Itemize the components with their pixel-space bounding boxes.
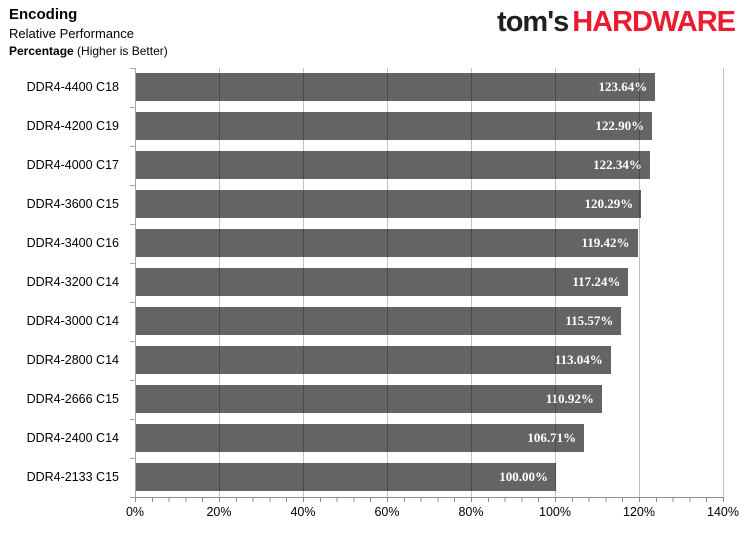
bar-value-label: 100.00% [499, 469, 548, 484]
bar-row: 106.71% [136, 419, 724, 458]
x-axis-tick-label: 100% [539, 505, 571, 519]
bar: 120.29% [136, 190, 642, 218]
x-axis-tick-label: 80% [458, 505, 484, 519]
bar-value-label: 113.04% [554, 352, 603, 367]
category-label: DDR4-2400 C14 [26, 431, 119, 445]
bar: 106.71% [136, 424, 585, 452]
logo-toms-text: tom's [497, 6, 569, 38]
chart-metric-line: Percentage (Higher is Better) [9, 43, 168, 59]
category-label: DDR4-3000 C14 [26, 314, 119, 328]
bar-value-label: 122.90% [595, 118, 645, 133]
x-axis-tick-label: 140% [707, 505, 739, 519]
category-label: DDR4-3600 C15 [26, 197, 119, 211]
bar: 122.34% [136, 151, 650, 179]
x-axis-minor-ticks [135, 498, 724, 502]
bar-row: 113.04% [136, 341, 724, 380]
category-axis-labels: DDR4-4400 C18 DDR4-4200 C19 DDR4-4000 C17 D… [0, 68, 127, 497]
chart-header: Encoding Relative Performance Percentage… [9, 5, 168, 59]
category-label: DDR4-2666 C15 [26, 392, 119, 406]
chart-title: Encoding [9, 6, 78, 23]
x-axis-tick-label: 0% [125, 505, 145, 519]
bar-value-label: 123.64% [598, 79, 648, 94]
gridline [470, 68, 472, 497]
bar-row: 110.92% [136, 380, 724, 419]
gridline [555, 68, 556, 497]
bar-value-label: 106.71% [527, 430, 577, 445]
bar-row: 122.90% [136, 107, 724, 146]
x-axis-tick-label: 60% [374, 505, 400, 519]
category-label: DDR4-4400 C18 [26, 80, 119, 94]
y-axis-ticks [130, 68, 135, 498]
bar: 115.57% [136, 307, 622, 335]
gridline [723, 68, 724, 497]
bar: 119.42% [136, 229, 638, 257]
gridline [218, 68, 220, 497]
chart-subtitle: Relative Performance [9, 26, 134, 42]
bar-row: 100.00% [136, 458, 724, 497]
category-label: DDR4-3400 C16 [26, 236, 119, 250]
category-label: DDR4-3200 C14 [26, 275, 119, 289]
x-axis-tick-label: 40% [290, 505, 316, 519]
bar: 113.04% [136, 346, 611, 374]
gridline [639, 68, 640, 497]
gridline [387, 68, 388, 497]
chart-metric-note: (Higher is Better) [73, 43, 168, 58]
toms-hardware-logo: tom's HARDWARE [497, 6, 736, 39]
x-axis-tick-label: 20% [206, 505, 232, 519]
bar-row: 120.29% [136, 185, 724, 224]
bar-row: 117.24% [136, 263, 724, 302]
bar: 110.92% [136, 385, 602, 413]
bar: 123.64% [136, 73, 656, 101]
x-axis-tick-label: 120% [623, 505, 655, 519]
bar-row: 122.34% [136, 146, 724, 185]
bar-value-label: 115.57% [565, 313, 614, 328]
gridline [302, 68, 304, 497]
category-label: DDR4-4200 C19 [26, 119, 119, 133]
category-label: DDR4-2133 C15 [26, 470, 119, 484]
category-label: DDR4-4000 C17 [26, 158, 119, 172]
bar-row: 115.57% [136, 302, 724, 341]
bar-value-label: 119.42% [581, 235, 630, 250]
category-label: DDR4-2800 C14 [26, 353, 119, 367]
bar-row: 119.42% [136, 224, 724, 263]
bar: 122.90% [136, 112, 653, 140]
chart-metric-label: Percentage [9, 43, 74, 58]
bar: 117.24% [136, 268, 629, 296]
plot-area: 123.64% 122.90% 122.34% 120.29% 119.42% 117.2… [135, 68, 724, 498]
bar-value-label: 120.29% [584, 196, 634, 211]
bar-row: 123.64% [136, 68, 724, 107]
bar: 100.00% [136, 463, 556, 491]
bar-value-label: 122.34% [593, 157, 642, 172]
logo-hardware-text: HARDWARE [572, 6, 736, 38]
bar-value-label: 117.24% [572, 274, 621, 289]
bar-value-label: 110.92% [545, 391, 594, 406]
